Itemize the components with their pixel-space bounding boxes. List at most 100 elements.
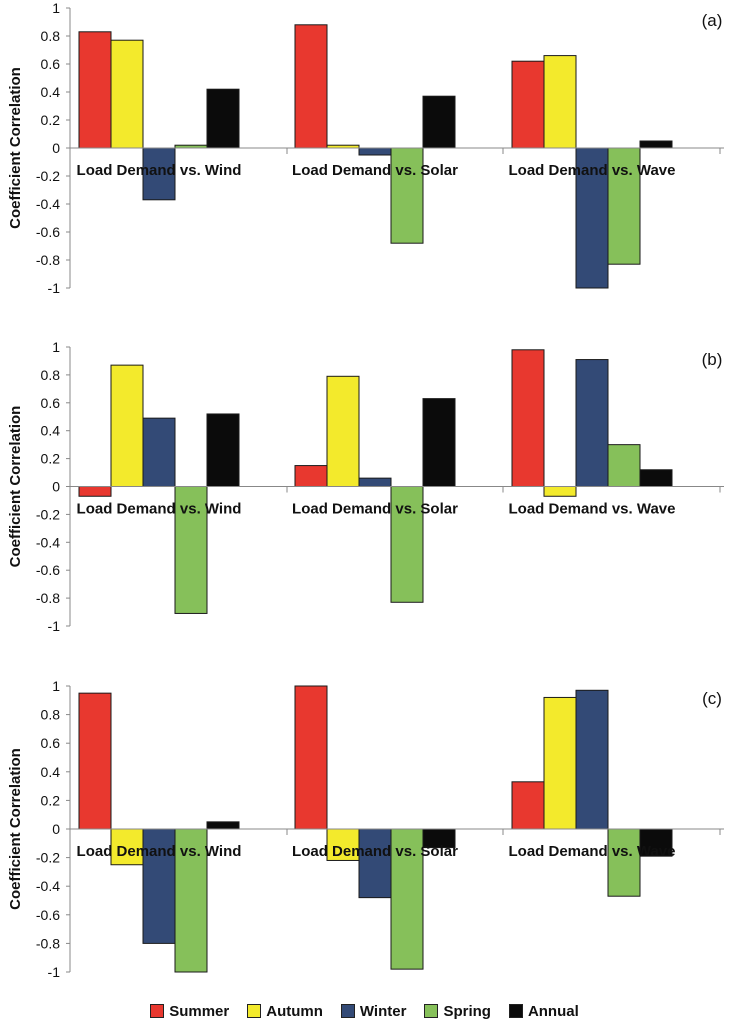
y-tick-label: -0.4 (36, 196, 60, 212)
bar-summer-2 (294, 465, 328, 488)
bar-winter-2 (358, 828, 392, 899)
legend-label-summer: Summer (169, 1002, 230, 1020)
y-axis-title: Coefficient Correlation (7, 406, 24, 568)
y-tick-label: 0 (52, 479, 60, 495)
y-tick-label: -0.8 (36, 590, 60, 606)
bar-annual-3 (639, 469, 673, 488)
y-tick-label: 1 (52, 678, 60, 694)
bar-annual-3 (639, 828, 673, 857)
category-label: Load Demand vs. Wind (77, 501, 242, 518)
legend-item-autumn: Autumn (247, 1003, 323, 1020)
panel-label: (a) (702, 11, 723, 30)
panel-label: (c) (702, 689, 722, 708)
y-tick-label: 0 (52, 821, 60, 837)
bar-summer-3 (511, 349, 545, 488)
y-tick-label: -0.8 (36, 252, 60, 268)
bar-autumn-3 (543, 486, 577, 497)
y-tick-label: 0.6 (41, 735, 61, 751)
y-tick-label: 0.8 (41, 367, 61, 383)
bar-summer-3 (511, 60, 545, 149)
bar-spring-2 (390, 147, 424, 244)
y-tick-label: 0.4 (41, 764, 61, 780)
chart-panel-3: 1 0.8 0.6 0.4 0.2 0 -0.2 -0.4 -0.6 -0.8 -1 Coeffici… (7, 678, 724, 980)
legend-swatch-summer (150, 1004, 165, 1018)
legend-label-winter: Winter (359, 1002, 407, 1020)
bar-spring-3 (607, 444, 641, 487)
legend-item-summer: Summer (150, 1003, 229, 1020)
category-label: Load Demand vs. Solar (292, 162, 458, 179)
y-tick-label: -0.2 (36, 168, 60, 184)
bar-summer-2 (294, 24, 328, 149)
legend-label-spring: Spring (443, 1002, 491, 1020)
bar-winter-1 (142, 417, 176, 487)
bar-winter-2 (358, 477, 392, 488)
bar-annual-2 (422, 398, 456, 487)
bar-annual-1 (206, 413, 240, 487)
bar-autumn-2 (326, 375, 360, 488)
bar-autumn-2 (326, 828, 360, 861)
y-axis-title: Coefficient Correlation (7, 748, 24, 910)
y-tick-label: 0.2 (41, 451, 61, 467)
y-tick-label: -0.2 (36, 506, 60, 522)
legend-label-annual: Annual (527, 1002, 579, 1020)
bar-spring-1 (174, 486, 208, 614)
y-tick-label: 0.6 (41, 395, 61, 411)
chart-panel-1: 1 0.8 0.6 0.4 0.2 0 -0.2 -0.4 -0.6 -0.8 -1 Coeffici… (7, 0, 724, 296)
bar-summer-1 (78, 31, 112, 149)
category-label: Load Demand vs. Solar (292, 843, 458, 860)
bar-summer-1 (78, 692, 112, 830)
category-label: Load Demand vs. Wave (509, 843, 676, 860)
bar-autumn-3 (543, 696, 577, 830)
legend-item-spring: Spring (424, 1003, 491, 1020)
bar-annual-1 (206, 821, 240, 830)
bar-winter-2 (358, 147, 392, 156)
bar-spring-3 (607, 147, 641, 265)
legend-swatch-spring (424, 1004, 439, 1018)
bar-annual-1 (206, 88, 240, 149)
chart-panel-2: 1 0.8 0.6 0.4 0.2 0 -0.2 -0.4 -0.6 -0.8 -1 Coeffici… (7, 339, 724, 634)
y-tick-label: -0.2 (36, 850, 60, 866)
legend-swatch-autumn (247, 1004, 262, 1018)
bar-spring-2 (390, 828, 424, 970)
y-tick-label: 1 (52, 0, 60, 16)
bar-summer-1 (78, 486, 112, 497)
y-tick-label: -0.6 (36, 224, 60, 240)
bar-annual-2 (422, 95, 456, 149)
bar-spring-2 (390, 486, 424, 603)
y-tick-label: 0.2 (41, 112, 61, 128)
bar-summer-2 (294, 685, 328, 830)
legend-label-autumn: Autumn (266, 1002, 323, 1020)
y-tick-label: 1 (52, 339, 60, 355)
y-tick-label: 0.8 (41, 707, 61, 723)
legend-item-annual: Annual (508, 1002, 579, 1020)
bar-winter-3 (575, 689, 609, 830)
y-tick-label: 0.8 (41, 28, 61, 44)
bar-autumn-1 (110, 364, 144, 488)
category-label: Load Demand vs. Wind (77, 843, 242, 860)
bar-winter-3 (575, 359, 609, 487)
y-tick-label: -0.6 (36, 907, 60, 923)
legend: Summer Autumn Winter Spring Annual (0, 1000, 729, 1022)
legend-item-winter: Winter (340, 1002, 407, 1020)
bar-spring-3 (607, 828, 641, 897)
category-label: Load Demand vs. Wind (77, 162, 242, 179)
y-tick-label: -0.6 (36, 562, 60, 578)
bar-annual-3 (639, 140, 673, 149)
bar-summer-3 (511, 781, 545, 830)
y-tick-label: 0.6 (41, 56, 61, 72)
y-tick-label: -0.4 (36, 878, 60, 894)
y-tick-label: -0.4 (36, 534, 60, 550)
figure: 1 0.8 0.6 0.4 0.2 0 -0.2 -0.4 -0.6 -0.8 -1 Coeffici… (7, 0, 724, 980)
y-axis-title: Coefficient Correlation (7, 67, 24, 229)
y-tick-label: -1 (48, 618, 61, 634)
y-tick-label: -1 (48, 280, 61, 296)
category-label: Load Demand vs. Wave (509, 162, 676, 179)
category-label: Load Demand vs. Solar (292, 501, 458, 518)
y-tick-label: 0.4 (41, 84, 61, 100)
y-tick-label: 0 (52, 140, 60, 156)
y-tick-label: 0.2 (41, 792, 61, 808)
bar-autumn-1 (110, 39, 144, 149)
panel-label: (b) (702, 350, 723, 369)
legend-swatch-annual (508, 1004, 523, 1018)
bar-winter-1 (142, 828, 176, 944)
